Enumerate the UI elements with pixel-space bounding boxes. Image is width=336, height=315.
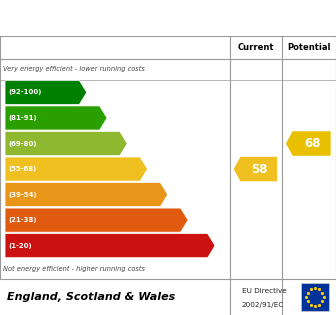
Text: Very energy efficient - lower running costs: Very energy efficient - lower running co… <box>3 66 145 72</box>
Text: Potential: Potential <box>287 43 331 52</box>
Polygon shape <box>234 157 277 181</box>
Text: 68: 68 <box>304 137 321 150</box>
Polygon shape <box>5 131 127 156</box>
Text: A: A <box>85 86 95 99</box>
Text: B: B <box>105 112 116 124</box>
FancyBboxPatch shape <box>301 284 329 311</box>
Text: (39-54): (39-54) <box>8 192 37 198</box>
Text: C: C <box>126 137 135 150</box>
Text: (21-38): (21-38) <box>8 217 37 223</box>
Text: (1-20): (1-20) <box>8 243 32 249</box>
Text: E: E <box>166 188 175 201</box>
Polygon shape <box>5 234 215 258</box>
Polygon shape <box>5 183 168 207</box>
Polygon shape <box>5 80 87 105</box>
Text: F: F <box>186 214 196 226</box>
Polygon shape <box>5 157 148 181</box>
Text: EU Directive: EU Directive <box>242 288 287 294</box>
Text: G: G <box>213 239 224 252</box>
Polygon shape <box>5 208 188 232</box>
Polygon shape <box>5 106 107 130</box>
Text: England, Scotland & Wales: England, Scotland & Wales <box>7 292 175 302</box>
Text: (81-91): (81-91) <box>8 115 37 121</box>
Text: Energy Efficiency Rating: Energy Efficiency Rating <box>67 10 269 26</box>
Polygon shape <box>286 131 331 156</box>
Text: Current: Current <box>238 43 275 52</box>
Text: (92-100): (92-100) <box>8 89 42 95</box>
Text: 2002/91/EC: 2002/91/EC <box>242 302 284 308</box>
Text: (55-68): (55-68) <box>8 166 37 172</box>
Text: Not energy efficient - higher running costs: Not energy efficient - higher running co… <box>3 266 145 272</box>
Text: D: D <box>146 163 157 175</box>
Text: (69-80): (69-80) <box>8 140 37 146</box>
Text: 58: 58 <box>251 163 268 175</box>
